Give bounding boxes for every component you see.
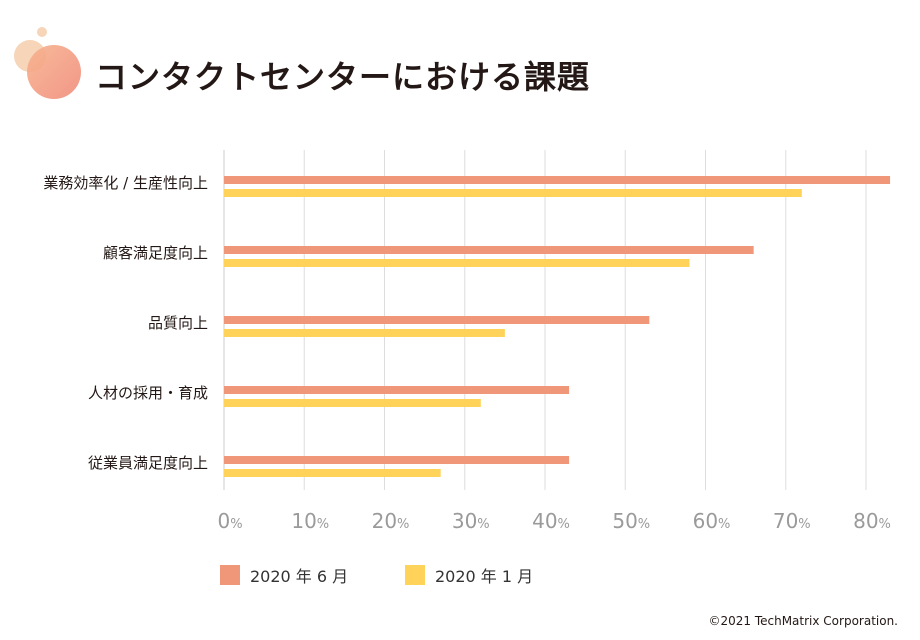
deco-circle-dot: [37, 27, 47, 37]
copyright: ©2021 TechMatrix Corporation.: [708, 614, 898, 628]
x-axis-ticks: 0% 10% 20% 30% 40% 50% 60% 70% 80%: [217, 509, 890, 533]
category-label: 品質向上: [148, 314, 208, 332]
legend-swatch-jan: [405, 565, 425, 585]
x-tick-label: 60%: [693, 509, 731, 533]
page-title: コンタクトセンターにおける課題: [95, 58, 591, 96]
legend-swatch-jun: [220, 565, 240, 585]
x-tick-label: 20%: [372, 509, 410, 533]
legend-label-jun: 2020 年 6 月: [250, 567, 349, 586]
category-label: 業務効率化 / 生産性向上: [43, 174, 208, 192]
bar: [224, 316, 650, 324]
bar: [224, 259, 690, 267]
x-tick-label: 0%: [217, 509, 242, 533]
x-tick-label: 10%: [291, 509, 329, 533]
category-label: 顧客満足度向上: [103, 244, 208, 262]
x-tick-label: 70%: [773, 509, 811, 533]
category-label: 従業員満足度向上: [88, 454, 208, 472]
bar: [224, 469, 441, 477]
legend-label-jan: 2020 年 1 月: [435, 567, 534, 586]
bar: [224, 386, 570, 394]
x-tick-label: 80%: [853, 509, 891, 533]
bar: [224, 329, 505, 337]
legend-item-jun: 2020 年 6 月: [220, 563, 348, 587]
bar: [224, 456, 570, 464]
bar: [224, 399, 481, 407]
bar: [224, 176, 891, 184]
bar: [224, 246, 754, 254]
deco-circle-large: [27, 45, 81, 99]
legend-item-jan: 2020 年 1 月: [405, 563, 533, 587]
bars: [224, 176, 891, 477]
x-tick-label: 30%: [452, 509, 490, 533]
x-tick-label: 40%: [532, 509, 570, 533]
category-label: 人材の採用・育成: [88, 384, 208, 402]
bar: [224, 189, 802, 197]
decorative-circles: [14, 27, 81, 99]
x-tick-label: 50%: [612, 509, 650, 533]
